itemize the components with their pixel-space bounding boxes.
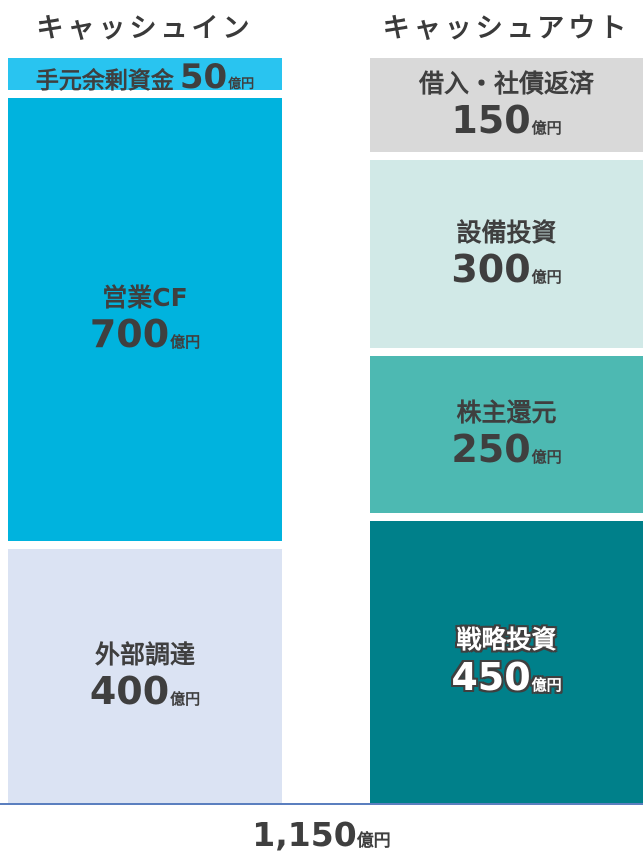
surplus-cash-bar: 手元余剰資金 50億円 [8,57,282,97]
debt-repayment-bar: 借入・社債返済 150億円 [370,58,643,153]
capex-value: 300億円 [451,246,562,291]
total-number: 1,150 [252,815,357,854]
shareholder-return-value: 250億円 [451,427,562,472]
capex-label: 設備投資 [456,217,557,247]
baseline [0,803,643,805]
debt-repayment-value: 150億円 [451,97,562,142]
capex-bar: 設備投資 300億円 [370,160,643,349]
operating-cf-value: 700億円 [89,312,201,357]
strategic-investment-value: 450億円 [451,654,562,699]
operating-cf-bar: 営業CF 700億円 [8,97,282,542]
external-financing-bar: 外部調達 400億円 [8,549,282,803]
shareholder-return-label: 株主還元 [456,398,557,428]
cash-out-title: キャッシュアウト [382,13,631,44]
total-unit: 億円 [356,831,391,851]
total-value: 1,150億円 [0,815,643,854]
operating-cf-label: 営業CF [102,283,188,313]
surplus-cash-label: 手元余剰資金 [35,68,174,94]
debt-repayment-label: 借入・社債返済 [418,68,594,98]
external-financing-label: 外部調達 [94,639,195,669]
strategic-investment-bar: 戦略投資 450億円 [370,520,643,803]
shareholder-return-bar: 株主還元 250億円 [370,356,643,513]
external-financing-value: 400億円 [89,668,201,713]
cash-in-title: キャッシュイン [36,13,254,44]
surplus-cash-value: 50億円 [179,57,255,97]
strategic-investment-label: 戦略投資 [456,625,557,655]
